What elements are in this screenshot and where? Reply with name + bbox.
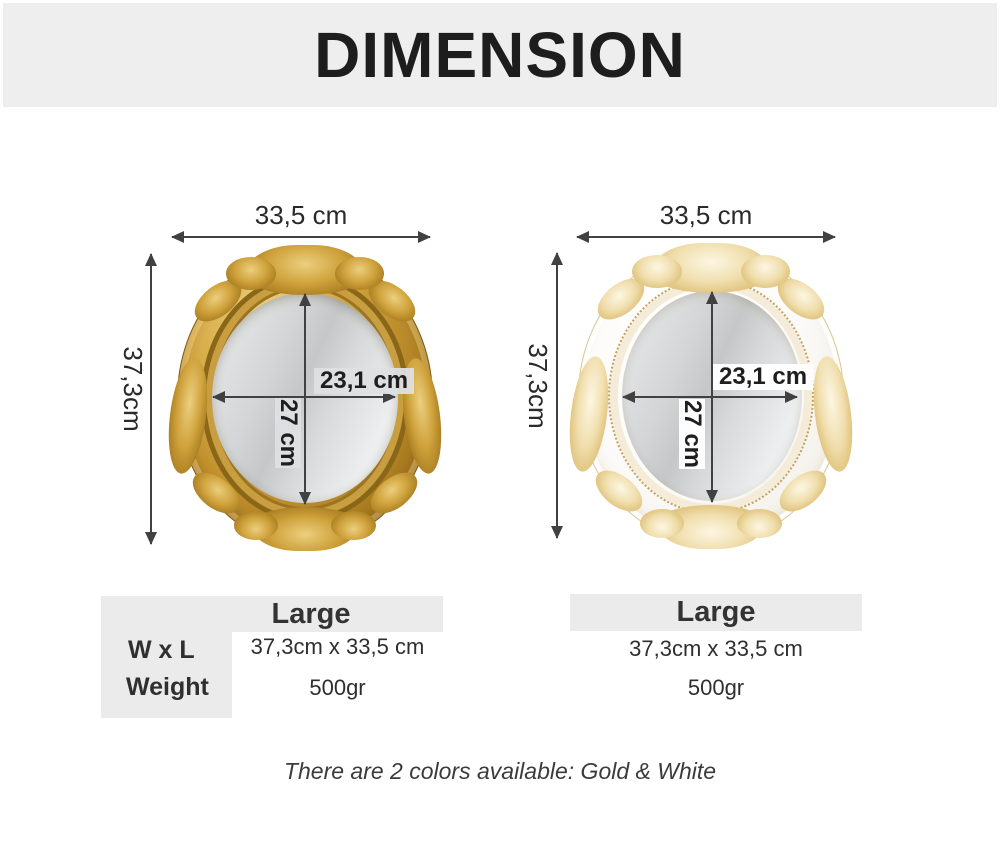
gold-inner-width-arrow [212, 391, 396, 403]
gold-inner-height-arrow [299, 293, 311, 505]
gold-weight-value: 500gr [309, 675, 366, 700]
header-banner: DIMENSION [3, 3, 997, 107]
weight-row-label: Weight [126, 673, 209, 701]
white-size-value: 37,3cm x 33,5 cm [629, 636, 803, 661]
white-inner-width-arrow [622, 391, 798, 403]
gold-frame-crest-top [225, 245, 385, 295]
white-spec-size-header: Large [570, 594, 862, 631]
gold-inner-width-label: 23,1 cm [314, 368, 415, 394]
size-row-label: W x L [128, 636, 195, 664]
white-width-dimension-arrow [576, 231, 836, 243]
page-title: DIMENSION [314, 19, 686, 91]
white-width-dimension-label: 33,5 cm [659, 200, 753, 230]
gold-size-value: 37,3cm x 33,5 cm [250, 634, 425, 659]
gold-width-dimension-arrow [171, 231, 431, 243]
gold-width-dimension-label: 33,5 cm [254, 200, 348, 230]
white-frame-crest-top [631, 243, 791, 293]
white-spec-table: Large 37,3cm x 33,5 cm 500gr [570, 594, 862, 716]
gold-frame-crest-bottom [252, 507, 358, 551]
gold-height-dimension-label: 37,3cm [118, 346, 148, 432]
colors-available-note: There are 2 colors available: Gold & Whi… [283, 758, 717, 784]
white-inner-height-label: 27 cm [679, 399, 706, 469]
white-frame-crest-bottom [658, 505, 764, 549]
white-height-dimension-arrow [551, 252, 563, 539]
gold-spec-size-header: Large [101, 596, 443, 632]
gold-spec-table: Large W x L 37,3cm x 33,5 cm Weight 500g… [101, 596, 443, 718]
white-height-dimension-label: 37,3cm [523, 343, 553, 429]
gold-height-dimension-arrow [145, 253, 157, 545]
white-inner-width-label: 23,1 cm [713, 364, 814, 390]
white-weight-value: 500gr [687, 675, 745, 700]
gold-inner-height-label: 27 cm [275, 398, 302, 468]
